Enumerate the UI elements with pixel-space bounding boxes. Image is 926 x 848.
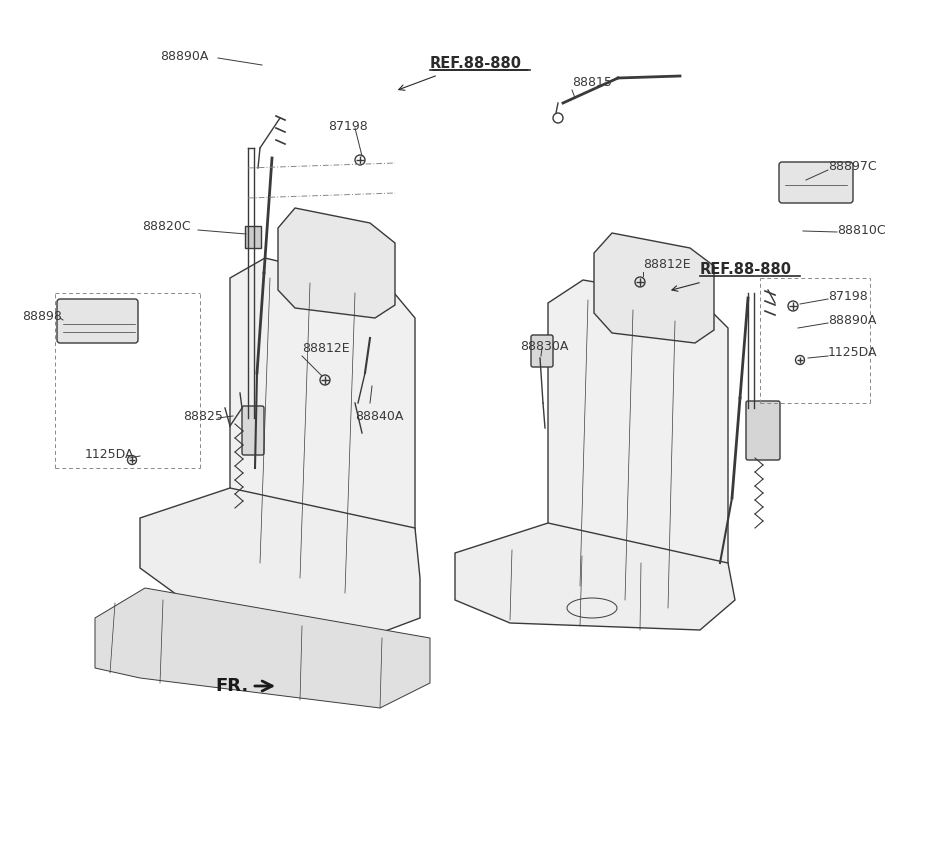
FancyBboxPatch shape	[531, 335, 553, 367]
Text: 88898: 88898	[22, 310, 62, 322]
FancyBboxPatch shape	[242, 406, 264, 455]
Ellipse shape	[567, 598, 617, 618]
FancyBboxPatch shape	[779, 162, 853, 203]
FancyBboxPatch shape	[57, 299, 138, 343]
Text: 88890A: 88890A	[828, 314, 876, 326]
Text: 88815: 88815	[572, 76, 612, 90]
Text: 88810C: 88810C	[837, 224, 885, 237]
Text: 88897C: 88897C	[828, 159, 877, 172]
Polygon shape	[278, 208, 395, 318]
Text: REF.88-880: REF.88-880	[700, 263, 792, 277]
Text: 88825: 88825	[183, 410, 223, 422]
Text: FR.: FR.	[215, 677, 248, 695]
Polygon shape	[594, 233, 714, 343]
Polygon shape	[455, 523, 735, 630]
Text: REF.88-880: REF.88-880	[430, 55, 522, 70]
Text: 88812E: 88812E	[643, 259, 691, 271]
Polygon shape	[548, 280, 728, 608]
Text: 88812E: 88812E	[302, 342, 350, 354]
FancyBboxPatch shape	[746, 401, 780, 460]
Text: 88840A: 88840A	[355, 410, 404, 422]
Text: 87198: 87198	[328, 120, 368, 132]
Polygon shape	[230, 258, 415, 598]
Bar	[245, 226, 261, 248]
Polygon shape	[95, 588, 430, 708]
Text: 1125DA: 1125DA	[828, 347, 878, 360]
Text: 1125DA: 1125DA	[85, 448, 134, 460]
Text: 88820C: 88820C	[142, 220, 191, 232]
Text: 88890A: 88890A	[160, 49, 208, 63]
Text: 88830A: 88830A	[520, 339, 569, 353]
Text: 87198: 87198	[828, 289, 868, 303]
Polygon shape	[140, 488, 420, 633]
